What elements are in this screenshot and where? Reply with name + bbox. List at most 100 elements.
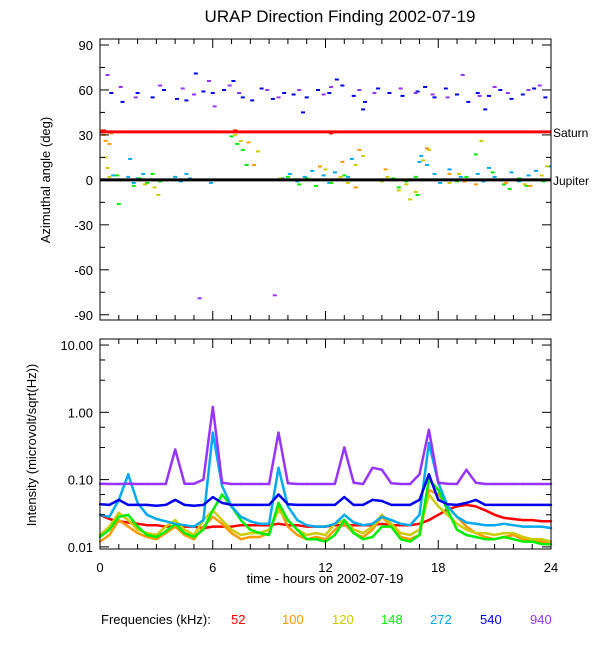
data-point-272 [324, 525, 327, 528]
data-point-120 [220, 518, 224, 522]
data-point-120 [117, 511, 121, 515]
point-540 [231, 80, 236, 82]
point-148 [473, 153, 478, 156]
data-point-120 [474, 531, 477, 535]
data-point-940 [192, 482, 196, 485]
data-point-540 [352, 503, 355, 507]
y-tick-label: 0 [86, 173, 93, 188]
y-tick-label: 1.00 [68, 405, 93, 420]
point-100 [246, 141, 251, 144]
point-148 [413, 175, 418, 178]
data-point-272 [343, 513, 346, 516]
data-point-272 [531, 525, 534, 528]
point-120 [539, 174, 544, 177]
y-tick-label: 0.10 [68, 473, 93, 488]
data-point-272 [202, 518, 205, 522]
intensity-panel: 10.00 1.00 0.10 0.010 6 12 18 24 [60, 338, 558, 575]
point-540 [432, 96, 437, 99]
data-point-540 [333, 503, 337, 507]
point-940 [505, 92, 510, 94]
point-540 [184, 99, 189, 102]
data-point-148 [258, 531, 261, 535]
data-point-272 [446, 505, 449, 508]
series-line-940 [99, 405, 551, 486]
data-point-940 [164, 482, 167, 486]
point-940 [133, 96, 138, 99]
data-point-540 [286, 503, 290, 506]
point-100 [107, 142, 112, 145]
point-540 [361, 108, 366, 111]
data-point-148 [408, 540, 412, 543]
point-120 [103, 156, 108, 159]
data-point-540 [202, 503, 205, 507]
data-point-272 [164, 520, 167, 523]
point-940 [460, 74, 465, 76]
data-point-940 [474, 481, 477, 484]
point-940 [321, 93, 326, 96]
data-point-940 [155, 482, 158, 486]
data-point-272 [399, 522, 402, 525]
data-point-940 [296, 482, 299, 486]
y-tick-label: 10.00 [60, 338, 93, 353]
data-point-148 [371, 535, 374, 539]
point-120 [346, 181, 350, 184]
point-148 [285, 175, 290, 178]
legend-item-540: 540 [480, 612, 502, 627]
point-148 [396, 186, 401, 189]
data-point-100 [314, 535, 318, 539]
data-point-148 [211, 509, 214, 512]
data-point-52 [380, 522, 384, 525]
data-point-540 [390, 503, 393, 507]
point-540 [327, 92, 332, 94]
point-540 [376, 87, 381, 90]
data-point-540 [230, 503, 233, 507]
data-point-100 [540, 540, 543, 543]
point-940 [105, 74, 110, 76]
data-point-52 [437, 513, 440, 516]
point-540 [487, 94, 491, 97]
data-point-540 [155, 504, 158, 507]
data-point-120 [540, 538, 543, 541]
data-point-940 [390, 482, 393, 485]
data-point-540 [427, 473, 431, 476]
data-point-148 [446, 509, 449, 512]
point-540 [498, 89, 503, 91]
data-point-120 [371, 525, 374, 528]
data-point-272 [249, 520, 252, 523]
data-point-148 [127, 513, 130, 516]
data-point-120 [324, 533, 327, 537]
data-point-272 [267, 522, 271, 525]
data-point-940 [333, 482, 337, 486]
data-point-120 [399, 531, 402, 535]
point-940 [212, 105, 217, 108]
point-148 [116, 202, 121, 205]
data-point-272 [296, 518, 299, 522]
data-point-940 [220, 481, 224, 484]
point-540 [250, 99, 255, 102]
point-148 [490, 171, 495, 174]
point-540 [483, 108, 488, 111]
point-100 [473, 183, 478, 186]
data-point-540 [531, 503, 534, 507]
point-100 [252, 163, 257, 166]
point-148 [244, 163, 249, 166]
point-940 [430, 93, 435, 96]
point-272 [475, 172, 480, 175]
data-point-100 [155, 538, 158, 541]
point-940 [329, 86, 334, 88]
data-point-272 [258, 522, 261, 525]
point-148 [541, 180, 546, 183]
point-940 [445, 96, 450, 99]
data-point-100 [192, 538, 196, 541]
point-940 [537, 84, 542, 87]
data-point-148 [145, 533, 149, 537]
x-tick-label: 0 [96, 560, 103, 575]
point-120 [361, 154, 366, 157]
data-point-52 [512, 517, 515, 521]
legend-item-100: 100 [282, 612, 304, 627]
point-540 [109, 92, 114, 94]
data-point-272 [408, 524, 412, 527]
point-272 [141, 172, 146, 175]
point-148 [524, 184, 529, 187]
point-940 [297, 89, 302, 91]
